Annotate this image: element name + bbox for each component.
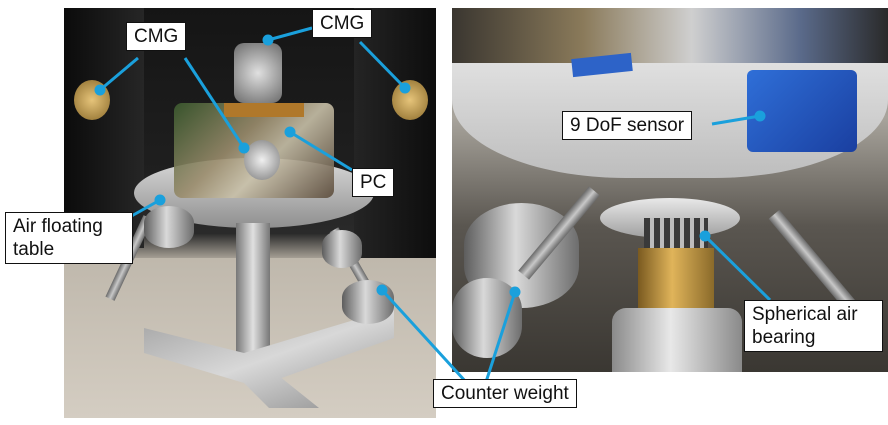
label-cmg-left: CMG	[126, 22, 187, 51]
cmg-gold-bar	[224, 103, 304, 117]
label-pc: PC	[352, 168, 395, 197]
label-line: table	[13, 239, 55, 260]
brass-cylinder	[638, 248, 714, 318]
counterweight	[322, 230, 362, 268]
label-line: Spherical air	[752, 304, 858, 325]
top-wiring	[452, 8, 888, 63]
backdrop-fold	[354, 8, 436, 258]
support-column	[236, 223, 270, 353]
cmg-top	[234, 43, 282, 103]
label-line: bearing	[752, 327, 816, 348]
cmg-wheel-left	[74, 80, 110, 120]
label-counter-weight: Counter weight	[433, 379, 577, 408]
counterweight	[452, 278, 522, 358]
label-cmg-top: CMG	[312, 9, 373, 38]
aluminum-mount	[612, 308, 742, 372]
label-line: Air floating	[13, 216, 103, 237]
counterweight	[144, 206, 194, 248]
dof-sensor-box	[747, 70, 857, 152]
cmg-wheel-right	[392, 80, 428, 120]
cmg-center	[244, 140, 280, 180]
label-air-floating-table: Air floating table	[5, 212, 133, 264]
label-dof-sensor: 9 DoF sensor	[562, 111, 693, 140]
counterweight	[342, 280, 394, 324]
label-spherical-air-bearing: Spherical air bearing	[744, 300, 883, 352]
